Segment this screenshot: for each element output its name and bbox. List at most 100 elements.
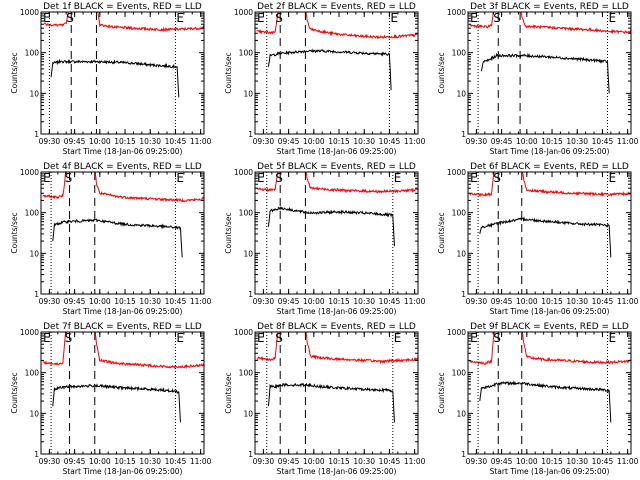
events-series-line [479,216,612,258]
x-tick-label: 10:15 [114,457,136,466]
x-tick-label: 10:45 [379,457,401,466]
marker-e-left: E [470,331,478,345]
events-series-line [479,380,612,423]
marker-s: S [65,171,73,185]
marker-e-right: E [176,171,184,185]
y-axis-label: Counts/sec [10,52,19,93]
y-tick-label: 100 [452,369,467,378]
x-tick-label: 10:45 [165,457,187,466]
y-tick-label: 1 [461,450,466,459]
lld-series-line [469,12,631,35]
events-series-line [480,52,610,94]
marker-s: S [493,171,501,185]
x-axis-label: Start Time (18-Jan-06 09:25:00) [63,467,183,476]
marker-e-right: E [394,331,402,345]
x-tick-label: 09:30 [466,457,488,466]
x-tick-label: 09:30 [253,457,275,466]
y-tick-label: 100 [25,49,40,58]
y-tick-label: 1000 [447,8,466,17]
x-tick-label: 09:30 [39,297,61,306]
x-tick-label: 10:15 [541,137,563,146]
x-tick-label: 09:30 [253,137,275,146]
y-tick-label: 10 [243,249,253,258]
marker-s: S [66,11,74,25]
y-tick-label: 10 [456,409,466,418]
panel-title: Det 2f BLACK = Events, RED = LLD [257,2,416,12]
y-tick-label: 1000 [447,328,466,337]
panel-title: Det 7f BLACK = Events, RED = LLD [43,322,202,332]
y-tick-label: 1 [34,130,39,139]
x-tick-label: 09:30 [253,297,275,306]
x-tick-label: 09:45 [64,137,86,146]
panel-title: Det 4f BLACK = Events, RED = LLD [43,162,202,172]
y-tick-label: 1000 [234,8,253,17]
x-tick-label: 10:00 [303,297,325,306]
marker-s: S [493,11,501,25]
y-tick-label: 100 [25,369,40,378]
y-tick-label: 1 [248,290,253,299]
x-tick-label: 10:45 [592,297,614,306]
panel-title: Det 1f BLACK = Events, RED = LLD [43,2,202,12]
y-tick-label: 1000 [20,8,39,17]
marker-e-left: E [43,11,51,25]
x-tick-label: 10:45 [379,297,401,306]
marker-e-left: E [470,171,478,185]
y-tick-label: 100 [25,209,40,218]
y-tick-label: 1 [34,290,39,299]
events-series-line [52,383,181,423]
marker-e-right: E [608,171,616,185]
y-tick-label: 1000 [234,328,253,337]
x-tick-label: 10:00 [89,297,111,306]
x-tick-label: 09:30 [39,137,61,146]
x-tick-label: 10:45 [592,137,614,146]
x-axis-label: Start Time (18-Jan-06 09:25:00) [277,307,397,316]
events-series-line [267,382,395,423]
marker-e-left: E [43,331,51,345]
y-tick-label: 1000 [234,168,253,177]
x-tick-label: 11:00 [190,457,212,466]
axes-frame [467,11,632,135]
x-tick-label: 10:30 [139,297,161,306]
marker-e-left: E [257,171,265,185]
y-tick-label: 1000 [447,168,466,177]
x-tick-label: 10:15 [541,297,563,306]
panel-title: Det 5f BLACK = Events, RED = LLD [257,162,416,172]
x-axis-label: Start Time (18-Jan-06 09:25:00) [63,307,183,316]
marker-e-right: E [176,11,184,25]
y-tick-label: 100 [239,49,254,58]
x-tick-label: 11:00 [617,137,639,146]
marker-s: S [65,331,73,345]
marker-s: S [275,11,283,25]
marker-e-left: E [257,11,265,25]
x-tick-label: 10:00 [516,297,538,306]
lld-series-line [256,332,418,365]
x-tick-label: 10:30 [353,457,375,466]
x-tick-label: 10:00 [516,137,538,146]
axes-frame [40,171,205,295]
x-tick-label: 10:15 [114,137,136,146]
x-tick-label: 10:00 [89,137,111,146]
x-tick-label: 09:30 [39,457,61,466]
x-tick-label: 10:15 [328,297,350,306]
events-series-line [267,206,395,247]
y-tick-label: 1 [34,450,39,459]
panel-title: Det 3f BLACK = Events, RED = LLD [470,2,629,12]
y-axis-label: Counts/sec [437,52,446,93]
axes-frame [254,171,419,295]
y-tick-label: 10 [29,409,39,418]
x-tick-label: 10:30 [353,137,375,146]
axes-frame [467,331,632,455]
panel-title: Det 9f BLACK = Events, RED = LLD [470,322,629,332]
x-tick-label: 09:45 [278,457,300,466]
marker-e-right: E [394,171,402,185]
x-tick-label: 11:00 [617,457,639,466]
x-tick-label: 10:30 [139,457,161,466]
marker-e-left: E [257,331,265,345]
y-axis-label: Counts/sec [224,52,233,93]
x-tick-label: 09:45 [64,297,86,306]
